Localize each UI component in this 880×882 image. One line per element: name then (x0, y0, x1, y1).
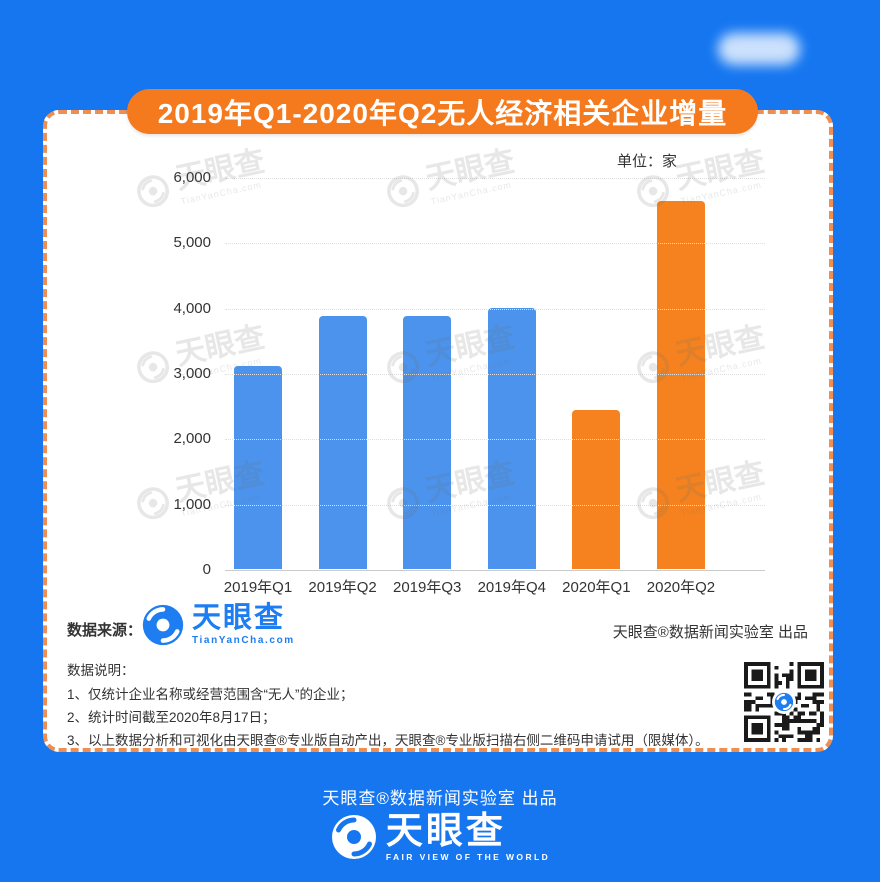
logo-name: 天眼查 (192, 602, 286, 634)
bars-strip: 2019年Q1 2019年Q2 2019年Q3 2019年Q4 2020年Q1 2020年… (224, 177, 715, 596)
bar-2019年Q4: 2019年Q4 (478, 307, 546, 596)
logo-text-block: 天眼查 TianYanCha.com (192, 602, 295, 647)
bar-2019年Q3: 2019年Q3 (393, 315, 461, 596)
y-axis-tick-label: 4,000 (173, 299, 211, 317)
y-axis-tick-label: 0 (202, 561, 211, 578)
tianyancha-swirl-icon (774, 692, 794, 712)
gridline (225, 308, 765, 310)
footer-logo-tagline: FAIR VIEW OF THE WORLD (385, 852, 551, 862)
x-axis-line (225, 570, 765, 571)
footer-logo: 天眼查 FAIR VIEW OF THE WORLD (0, 812, 880, 862)
y-axis-tick-label: 6,000 (173, 169, 211, 186)
blurred-watermark-smudge (718, 33, 800, 65)
note-line: 1、仅统计企业名称或经营范围含“无人”的企业； (67, 687, 354, 702)
data-source-label: 数据来源： (67, 622, 143, 639)
y-axis-tick-label: 1,000 (173, 495, 211, 513)
bar-2020年Q1: 2020年Q1 (562, 409, 631, 596)
gridline (225, 243, 765, 245)
x-axis-tick-label: 2019年Q2 (308, 579, 377, 596)
note-line: 3、以上数据分析和可视化由天眼查®专业版自动产出，天眼查®专业版扫描右侧二维码申… (67, 733, 709, 748)
chart-card: 单位：家 2019年Q1 2019年Q2 2019年Q3 2019年Q4 2020年Q1… (43, 110, 833, 752)
y-axis-tick-label: 3,000 (173, 365, 211, 382)
x-axis-tick-label: 2019年Q4 (477, 579, 546, 596)
bar-2019年Q2: 2019年Q2 (308, 315, 377, 596)
footer-logo-text-block: 天眼查 FAIR VIEW OF THE WORLD (386, 812, 550, 862)
bar-2020年Q2: 2020年Q2 (647, 201, 715, 596)
gridline (225, 439, 765, 441)
gridline (225, 178, 765, 179)
logo-domain: TianYanCha.com (192, 635, 295, 646)
plot-area: 2019年Q1 2019年Q2 2019年Q3 2019年Q4 2020年Q1 2020年… (224, 177, 765, 596)
x-axis-tick-label: 2019年Q1 (223, 579, 293, 596)
tianyancha-swirl-icon (331, 815, 376, 859)
x-axis-tick-label: 2020年Q1 (562, 579, 631, 596)
qr-center-logo (772, 690, 796, 714)
unit-label: 单位：家 (617, 153, 678, 170)
note-line: 2、统计时间截至2020年8月17日； (67, 710, 276, 725)
qr-code (744, 662, 824, 742)
production-credit: 天眼查®数据新闻实验室 出品 (612, 624, 808, 641)
tianyancha-swirl-icon (142, 604, 184, 646)
x-axis-tick-label: 2020年Q2 (646, 579, 716, 596)
notes-block: 数据说明： 1、仅统计企业名称或经营范围含“无人”的企业； 2、统计时间截至20… (67, 659, 709, 752)
x-axis-tick-label: 2019年Q3 (392, 579, 462, 596)
y-axis-tick-label: 2,000 (173, 430, 211, 448)
y-axis-tick-label: 5,000 (173, 234, 211, 252)
notes-heading: 数据说明： (67, 663, 135, 678)
gridline (225, 504, 765, 506)
chart-title-banner: 2019年Q1-2020年Q2无人经济相关企业增量 (127, 89, 758, 134)
footer-credit: 天眼查®数据新闻实验室 出品 (322, 789, 558, 808)
footer-logo-name: 天眼查 (385, 810, 506, 851)
gridline (225, 374, 765, 375)
bar-2019年Q1: 2019年Q1 (224, 366, 292, 596)
tianyancha-logo: 天眼查 TianYanCha.com (141, 603, 295, 647)
